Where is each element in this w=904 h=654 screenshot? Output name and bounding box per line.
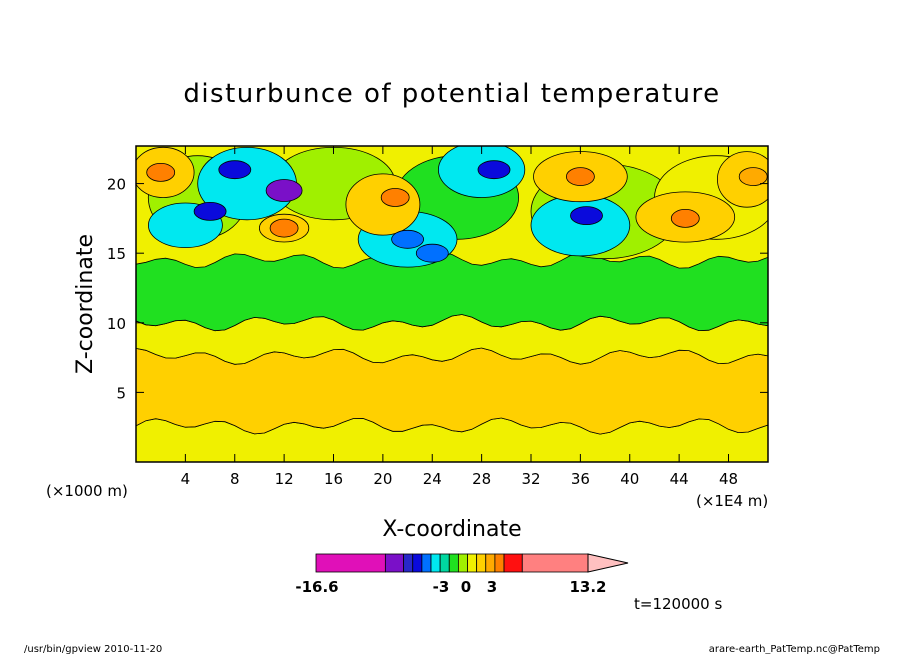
plot-frame xyxy=(135,145,769,463)
contour-extremum xyxy=(218,160,252,180)
x-tick-label: 40 xyxy=(620,470,639,488)
contour-bands xyxy=(136,251,768,462)
time-label: t=120000 s xyxy=(634,595,722,613)
colorbar-bin xyxy=(439,553,450,573)
colorbar-bin xyxy=(430,553,441,573)
colorbar-mid-label-neg3: -3 xyxy=(433,578,450,596)
colorbar-min-label: -16.6 xyxy=(295,578,338,596)
contour-extremum xyxy=(380,188,410,207)
colorbar-bin xyxy=(467,553,478,573)
contour-band xyxy=(136,251,768,332)
x-tick-label: 44 xyxy=(670,470,689,488)
colorbar-bin xyxy=(457,553,468,573)
upper-region xyxy=(530,194,631,257)
contour-extremum xyxy=(738,167,768,187)
upper-region xyxy=(345,173,421,236)
y-axis-ticks: 5 10 15 20 xyxy=(107,176,768,402)
contour-extremum xyxy=(193,201,227,221)
x-tick-label: 24 xyxy=(423,470,442,488)
x-unit-right: (×1E4 m) xyxy=(696,492,768,510)
x-unit-left: (×1000 m) xyxy=(46,482,128,500)
y-tick-label: 10 xyxy=(107,315,126,333)
colorbar-bin xyxy=(503,553,523,573)
contour-extremum xyxy=(670,208,700,228)
footer-right: arare-earth_PatTemp.nc@PatTemp xyxy=(709,644,880,654)
contour-extremum xyxy=(566,167,595,187)
colorbar-bin xyxy=(403,553,414,573)
contour-extremum xyxy=(477,160,511,180)
x-tick-label: 36 xyxy=(571,470,590,488)
colorbar-mid-label-pos3: 3 xyxy=(487,578,497,596)
x-tick-label: 8 xyxy=(230,470,240,488)
y-tick-label: 15 xyxy=(107,245,126,263)
colorbar-bin xyxy=(384,553,405,573)
colorbar-bin xyxy=(448,553,459,573)
colorbar-extension xyxy=(587,553,629,573)
colorbar-bin xyxy=(476,553,487,573)
colorbar-bin xyxy=(315,553,386,573)
colorbar xyxy=(315,553,629,573)
colorbar-bin xyxy=(412,553,423,573)
x-tick-label: 32 xyxy=(521,470,540,488)
plot-area xyxy=(136,146,768,462)
x-tick-label: 28 xyxy=(472,470,491,488)
y-tick-label: 20 xyxy=(107,176,126,194)
contour-extremum xyxy=(146,162,176,182)
contour-extremum xyxy=(391,229,425,249)
colorbar-bin xyxy=(485,553,496,573)
x-tick-label: 48 xyxy=(719,470,738,488)
x-tick-label: 4 xyxy=(181,470,191,488)
chart-title: disturbunce of potential temperature xyxy=(183,79,720,109)
colorbar-bin xyxy=(494,553,505,573)
contour-features xyxy=(146,160,768,263)
x-tick-label: 20 xyxy=(373,470,392,488)
contour-extremum xyxy=(570,206,603,226)
y-tick-label: 5 xyxy=(116,384,126,402)
colorbar-max-label: 13.2 xyxy=(569,578,606,596)
contour-extremum xyxy=(265,179,303,202)
colorbar-bin xyxy=(421,553,432,573)
colorbar-bin xyxy=(521,553,589,573)
footer-left: /usr/bin/gpview 2010-11-20 xyxy=(24,644,162,654)
x-tick-label: 16 xyxy=(324,470,343,488)
x-axis-label: X-coordinate xyxy=(382,517,521,542)
contour-extremum xyxy=(269,218,299,238)
x-axis-ticks: 4 8 12 16 20 24 28 32 36 40 44 48 xyxy=(181,146,738,488)
colorbar-mid-label-zero: 0 xyxy=(461,578,471,596)
contour-extremum xyxy=(415,243,449,263)
y-axis-label: Z-coordinate xyxy=(73,234,98,374)
x-tick-label: 12 xyxy=(275,470,294,488)
